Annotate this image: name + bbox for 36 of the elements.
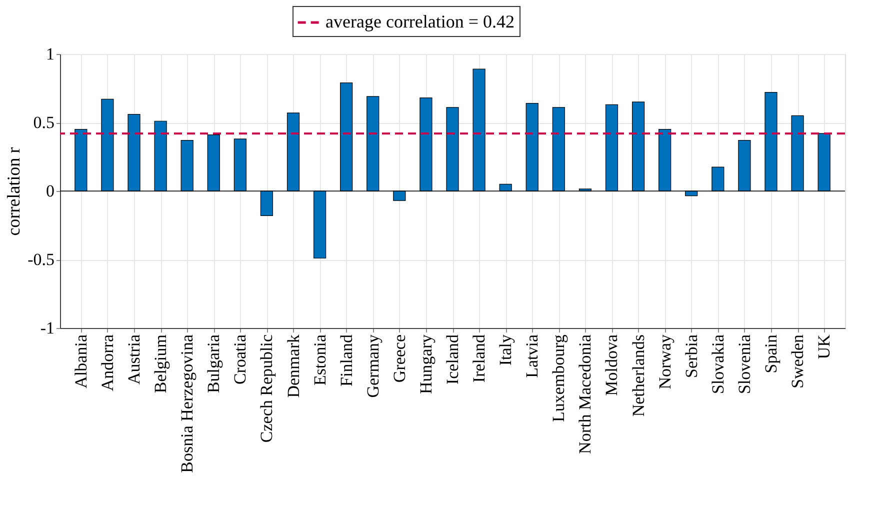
x-tick-label: Latvia (522, 334, 542, 378)
legend-label: average correlation = 0.42 (326, 12, 515, 32)
x-tick-label: UK (814, 334, 834, 360)
x-tick-label: Greece (390, 334, 409, 383)
x-tick-label: Hungary (416, 334, 436, 394)
x-tick-label: Slovakia (708, 334, 728, 394)
x-tick-label: Ireland (470, 334, 489, 383)
x-tick-label: Austria (124, 334, 144, 385)
x-tick-label: North Macedonia (576, 334, 595, 454)
x-tick-label: Albania (71, 334, 90, 388)
y-tick-label: 1 (46, 44, 54, 64)
y-axis-title: correlation r (4, 147, 24, 236)
x-tick-label: Netherlands (628, 334, 648, 417)
x-tick-label: Czech Republic (257, 334, 276, 443)
x-tick-label: Slovenia (734, 334, 754, 394)
x-tick-label: Norway (655, 334, 674, 390)
x-tick-label: Bulgaria (204, 334, 224, 394)
x-tick-label: Spain (761, 334, 780, 374)
y-tick-label: -1 (40, 318, 54, 338)
x-tick-label: Finland (336, 334, 356, 386)
x-tick-label: Croatia (230, 334, 250, 385)
x-tick-label: Iceland (443, 334, 462, 385)
x-tick-label: Bosnia Herzegovina (178, 334, 197, 473)
x-tick-label: Luxembourg (549, 334, 568, 422)
x-tick-label: Italy (496, 334, 516, 366)
x-tick-label: Germany (363, 334, 382, 398)
x-tick-label: Serbia (682, 334, 701, 378)
x-tick-label: Estonia (310, 334, 330, 386)
y-tick-label: 0.5 (33, 113, 54, 132)
x-tick-label: Moldova (602, 334, 622, 396)
y-tick-label: 0 (46, 182, 54, 200)
x-tick-label: Andorra (98, 334, 117, 392)
x-tick-label: Denmark (284, 334, 303, 398)
x-tick-label: Belgium (151, 334, 170, 394)
x-tick-label: Sweden (788, 334, 808, 388)
y-tick-label: -0.5 (28, 250, 54, 269)
